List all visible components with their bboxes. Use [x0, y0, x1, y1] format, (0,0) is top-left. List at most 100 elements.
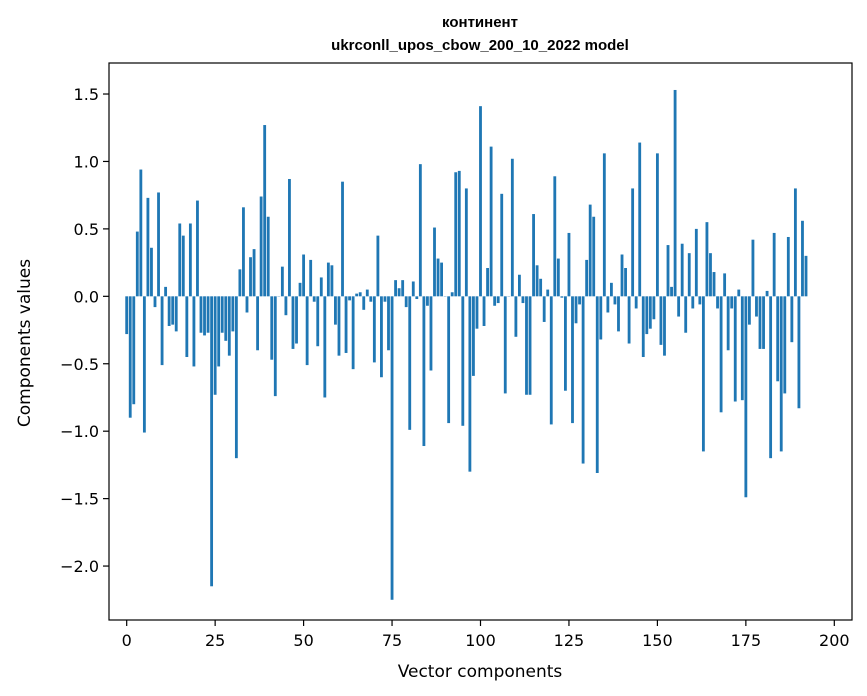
y-tick-label: −0.5	[60, 355, 99, 374]
bar	[150, 247, 153, 297]
bar	[694, 228, 698, 297]
y-tick-label: 0.5	[74, 220, 99, 239]
bar	[765, 290, 769, 297]
bar	[762, 296, 765, 349]
bar	[599, 296, 603, 340]
bar	[323, 296, 327, 398]
bar	[394, 280, 397, 297]
bar	[641, 296, 645, 358]
y-tick-label: −1.5	[60, 490, 99, 509]
bar	[390, 296, 394, 600]
bar	[326, 262, 330, 297]
bar	[659, 296, 663, 345]
bar	[312, 296, 316, 302]
bar	[376, 235, 380, 297]
y-tick-label: 0.0	[74, 287, 99, 306]
bar	[783, 296, 787, 394]
bar	[801, 220, 804, 297]
bar	[691, 296, 695, 309]
bar	[542, 296, 546, 322]
bar	[539, 278, 543, 297]
bar	[288, 178, 291, 297]
bar	[496, 296, 500, 304]
bar	[238, 269, 242, 297]
bar	[171, 296, 175, 325]
bar	[581, 296, 585, 464]
bar	[461, 296, 465, 426]
bar	[510, 158, 514, 297]
bar	[790, 296, 794, 343]
bar	[213, 296, 217, 395]
bar	[634, 296, 638, 309]
bar	[249, 257, 252, 297]
bar	[234, 296, 238, 459]
bar	[348, 296, 352, 301]
bar	[319, 277, 323, 297]
bar	[227, 296, 231, 356]
bar	[344, 296, 348, 353]
bar	[698, 296, 702, 305]
bar	[372, 296, 376, 363]
chart-title: континент	[442, 14, 518, 31]
bar	[613, 296, 617, 305]
bar	[266, 216, 270, 297]
bar	[755, 296, 758, 317]
bar	[199, 296, 203, 333]
bar	[415, 296, 419, 300]
bar	[680, 243, 684, 297]
bar	[595, 296, 599, 473]
bar	[786, 236, 790, 297]
bar	[270, 296, 274, 360]
bar	[687, 253, 691, 297]
bar	[624, 268, 627, 297]
bar	[380, 296, 383, 378]
bar	[302, 254, 306, 297]
bar	[192, 296, 196, 367]
bar	[206, 296, 210, 333]
bar	[709, 253, 712, 297]
bar	[592, 216, 596, 297]
x-tick-label: 150	[642, 631, 673, 650]
bar	[804, 255, 808, 297]
bar	[793, 188, 797, 297]
bar	[351, 296, 355, 370]
bar	[535, 265, 539, 297]
bar	[500, 193, 504, 297]
bar	[125, 296, 129, 335]
bar	[383, 296, 387, 302]
bar	[139, 169, 143, 297]
bar	[758, 296, 762, 349]
bar	[334, 296, 337, 325]
x-tick-label: 125	[554, 631, 585, 650]
bar	[231, 296, 235, 332]
x-tick-label: 0	[122, 631, 132, 650]
x-tick-label: 50	[293, 631, 313, 650]
bar	[503, 296, 507, 394]
bar	[588, 204, 592, 297]
bar	[128, 296, 132, 418]
bar	[256, 296, 260, 351]
bar	[362, 296, 366, 310]
bar	[525, 296, 528, 395]
bar	[210, 296, 214, 587]
bar	[751, 239, 755, 297]
bar	[135, 231, 139, 297]
bar	[387, 296, 390, 351]
bar	[609, 282, 613, 297]
bar	[369, 296, 373, 302]
bar	[284, 296, 288, 316]
bar	[153, 296, 157, 308]
bar	[631, 188, 635, 297]
bar	[730, 296, 734, 309]
bar	[280, 266, 284, 297]
bar	[744, 296, 748, 498]
bar	[514, 296, 518, 337]
bar	[259, 196, 263, 297]
bar	[464, 188, 468, 297]
bar	[719, 296, 723, 413]
bar	[684, 296, 688, 333]
bar	[733, 296, 737, 402]
y-tick-label: −1.0	[60, 422, 99, 441]
bar	[454, 172, 458, 297]
bar	[556, 258, 560, 297]
